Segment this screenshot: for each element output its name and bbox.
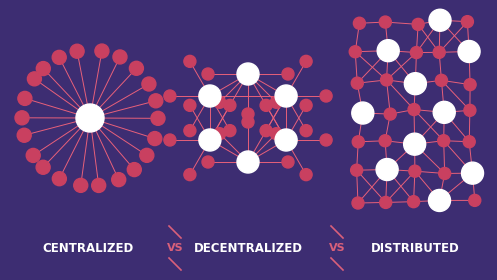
Ellipse shape xyxy=(202,68,214,80)
Ellipse shape xyxy=(142,77,156,91)
Ellipse shape xyxy=(349,46,361,58)
Ellipse shape xyxy=(461,16,474,28)
Ellipse shape xyxy=(429,9,451,31)
Ellipse shape xyxy=(464,104,476,116)
Ellipse shape xyxy=(275,85,297,107)
Text: DISTRIBUTED: DISTRIBUTED xyxy=(371,241,459,255)
Ellipse shape xyxy=(379,135,391,147)
Ellipse shape xyxy=(384,108,396,120)
Ellipse shape xyxy=(412,18,424,30)
Ellipse shape xyxy=(36,160,50,174)
Ellipse shape xyxy=(435,74,447,86)
Ellipse shape xyxy=(164,90,176,102)
Ellipse shape xyxy=(300,169,312,181)
Ellipse shape xyxy=(404,133,425,155)
Ellipse shape xyxy=(184,125,196,137)
Ellipse shape xyxy=(184,169,196,181)
Ellipse shape xyxy=(224,125,236,137)
Ellipse shape xyxy=(462,162,484,184)
Ellipse shape xyxy=(36,62,50,76)
Ellipse shape xyxy=(270,128,282,140)
Ellipse shape xyxy=(275,129,297,151)
Ellipse shape xyxy=(237,151,259,173)
Ellipse shape xyxy=(409,165,421,177)
Ellipse shape xyxy=(352,136,364,148)
Ellipse shape xyxy=(380,197,392,208)
Ellipse shape xyxy=(113,50,127,64)
Ellipse shape xyxy=(224,99,236,111)
Ellipse shape xyxy=(351,77,363,89)
Ellipse shape xyxy=(76,104,104,132)
Ellipse shape xyxy=(129,61,144,75)
Ellipse shape xyxy=(70,44,84,58)
Ellipse shape xyxy=(300,99,312,111)
Ellipse shape xyxy=(300,55,312,67)
Ellipse shape xyxy=(300,125,312,137)
Ellipse shape xyxy=(270,96,282,108)
Ellipse shape xyxy=(184,99,196,111)
Ellipse shape xyxy=(469,194,481,206)
Ellipse shape xyxy=(433,101,455,123)
Ellipse shape xyxy=(95,44,109,58)
Ellipse shape xyxy=(320,90,332,102)
Ellipse shape xyxy=(464,79,476,91)
Text: DECENTRALIZED: DECENTRALIZED xyxy=(193,241,303,255)
Ellipse shape xyxy=(237,63,259,85)
Ellipse shape xyxy=(428,190,450,211)
Ellipse shape xyxy=(242,108,254,120)
Ellipse shape xyxy=(381,74,393,86)
Ellipse shape xyxy=(405,73,426,95)
Ellipse shape xyxy=(438,135,450,147)
Ellipse shape xyxy=(151,111,165,125)
Text: VS: VS xyxy=(166,243,183,253)
Ellipse shape xyxy=(408,104,420,116)
Ellipse shape xyxy=(164,134,176,146)
Ellipse shape xyxy=(214,128,226,140)
Text: VS: VS xyxy=(329,243,345,253)
Ellipse shape xyxy=(202,156,214,168)
Ellipse shape xyxy=(15,111,29,125)
Ellipse shape xyxy=(408,196,419,208)
Ellipse shape xyxy=(411,46,422,59)
Ellipse shape xyxy=(140,148,154,162)
Ellipse shape xyxy=(17,128,31,142)
Ellipse shape xyxy=(199,129,221,151)
Ellipse shape xyxy=(463,136,475,148)
Ellipse shape xyxy=(282,156,294,168)
Ellipse shape xyxy=(91,178,106,192)
Ellipse shape xyxy=(26,148,40,162)
Ellipse shape xyxy=(439,167,451,179)
Ellipse shape xyxy=(320,134,332,146)
Ellipse shape xyxy=(18,91,32,105)
Ellipse shape xyxy=(112,173,126,187)
Ellipse shape xyxy=(458,41,480,62)
Ellipse shape xyxy=(214,96,226,108)
Ellipse shape xyxy=(377,40,399,62)
Ellipse shape xyxy=(74,178,88,192)
Ellipse shape xyxy=(353,17,365,29)
Ellipse shape xyxy=(376,158,398,181)
Ellipse shape xyxy=(352,197,364,209)
Ellipse shape xyxy=(379,16,391,28)
Ellipse shape xyxy=(433,46,445,58)
Ellipse shape xyxy=(148,132,162,146)
Text: CENTRALIZED: CENTRALIZED xyxy=(42,241,134,255)
Ellipse shape xyxy=(352,102,374,124)
Ellipse shape xyxy=(27,72,41,86)
Ellipse shape xyxy=(52,172,67,186)
Ellipse shape xyxy=(149,94,163,108)
Ellipse shape xyxy=(242,116,254,128)
Ellipse shape xyxy=(282,68,294,80)
Ellipse shape xyxy=(199,85,221,107)
Ellipse shape xyxy=(52,50,66,64)
Ellipse shape xyxy=(184,55,196,67)
Ellipse shape xyxy=(127,163,141,177)
Ellipse shape xyxy=(351,164,363,176)
Ellipse shape xyxy=(260,125,272,137)
Ellipse shape xyxy=(260,99,272,111)
